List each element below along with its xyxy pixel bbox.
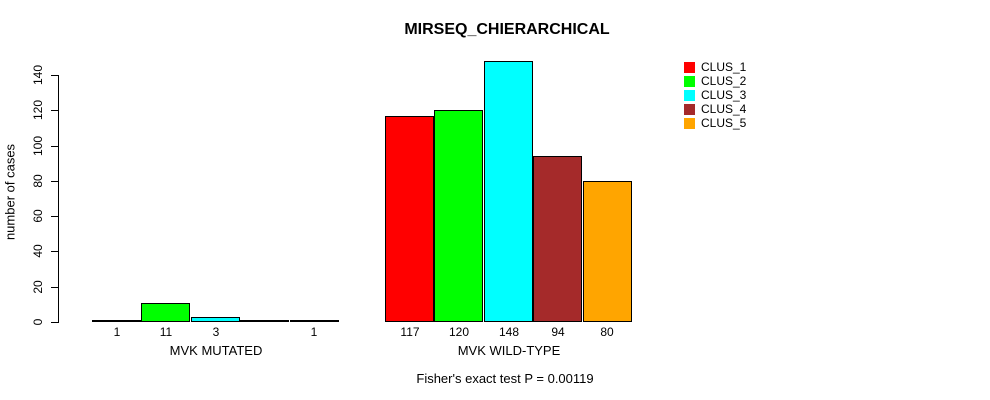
y-tick-mark xyxy=(51,322,58,323)
legend-label: CLUS_5 xyxy=(701,116,747,130)
legend-swatch xyxy=(684,62,695,73)
legend-item-clus_4: CLUS_4 xyxy=(684,102,747,116)
legend: CLUS_1 CLUS_2 CLUS_3 CLUS_4 CLUS_5 xyxy=(684,60,747,130)
bar-clus_4-wild-type xyxy=(533,156,582,322)
y-axis-line xyxy=(58,75,59,323)
bar-value-label: 3 xyxy=(212,325,220,339)
y-tick-label: 40 xyxy=(31,244,45,258)
legend-swatch xyxy=(684,76,695,87)
bar-value-label: 11 xyxy=(159,325,173,339)
legend-item-clus_1: CLUS_1 xyxy=(684,60,747,74)
y-tick-mark xyxy=(51,146,58,147)
group-label-mvk-mutated: MVK MUTATED xyxy=(169,343,263,358)
legend-label: CLUS_1 xyxy=(701,60,747,74)
bar-clus_4-mutated xyxy=(240,320,289,322)
legend-label: CLUS_4 xyxy=(701,102,747,116)
legend-swatch xyxy=(684,118,695,129)
bar-value-label: 148 xyxy=(498,325,520,339)
bar-value-label: 1 xyxy=(113,325,121,339)
y-axis-title: number of cases xyxy=(2,143,18,241)
y-tick-mark xyxy=(51,216,58,217)
y-tick-label: 140 xyxy=(31,64,45,86)
bar-value-label: 80 xyxy=(600,325,614,339)
bar-value-label: 117 xyxy=(400,325,420,339)
legend-swatch xyxy=(684,104,695,115)
y-tick-mark xyxy=(51,181,58,182)
bar-clus_3-mutated xyxy=(191,317,240,322)
y-tick-label: 20 xyxy=(31,280,45,294)
y-tick-label: 0 xyxy=(31,318,45,326)
group-label-mvk-wild-type: MVK WILD-TYPE xyxy=(457,343,561,358)
bar-value-label: 120 xyxy=(448,325,470,339)
bar-clus_5-mutated xyxy=(290,320,339,322)
legend-label: CLUS_2 xyxy=(701,74,747,88)
bar-clus_5-wild-type xyxy=(583,181,632,322)
bar-value-label: 1 xyxy=(310,325,318,339)
y-tick-mark xyxy=(51,75,58,76)
y-tick-label: 60 xyxy=(31,209,45,223)
chart-caption: Fisher's exact test P = 0.00119 xyxy=(416,371,594,386)
bar-clus_1-wild-type xyxy=(385,116,434,322)
bar-clus_2-wild-type xyxy=(434,110,483,322)
y-tick-mark xyxy=(51,251,58,252)
legend-swatch xyxy=(684,90,695,101)
legend-item-clus_2: CLUS_2 xyxy=(684,74,747,88)
y-tick-label: 100 xyxy=(31,135,45,157)
y-tick-mark xyxy=(51,287,58,288)
bar-clus_3-wild-type xyxy=(484,61,533,322)
legend-item-clus_3: CLUS_3 xyxy=(684,88,747,102)
y-tick-mark xyxy=(51,110,58,111)
bar-clus_2-mutated xyxy=(141,303,190,322)
bar-value-label: 94 xyxy=(551,325,565,339)
legend-label: CLUS_3 xyxy=(701,88,747,102)
legend-item-clus_5: CLUS_5 xyxy=(684,116,747,130)
y-tick-label: 80 xyxy=(31,174,45,188)
chart-title: MIRSEQ_CHIERARCHICAL xyxy=(404,21,610,38)
bar-clus_1-mutated xyxy=(92,320,141,322)
y-tick-label: 120 xyxy=(31,99,45,121)
